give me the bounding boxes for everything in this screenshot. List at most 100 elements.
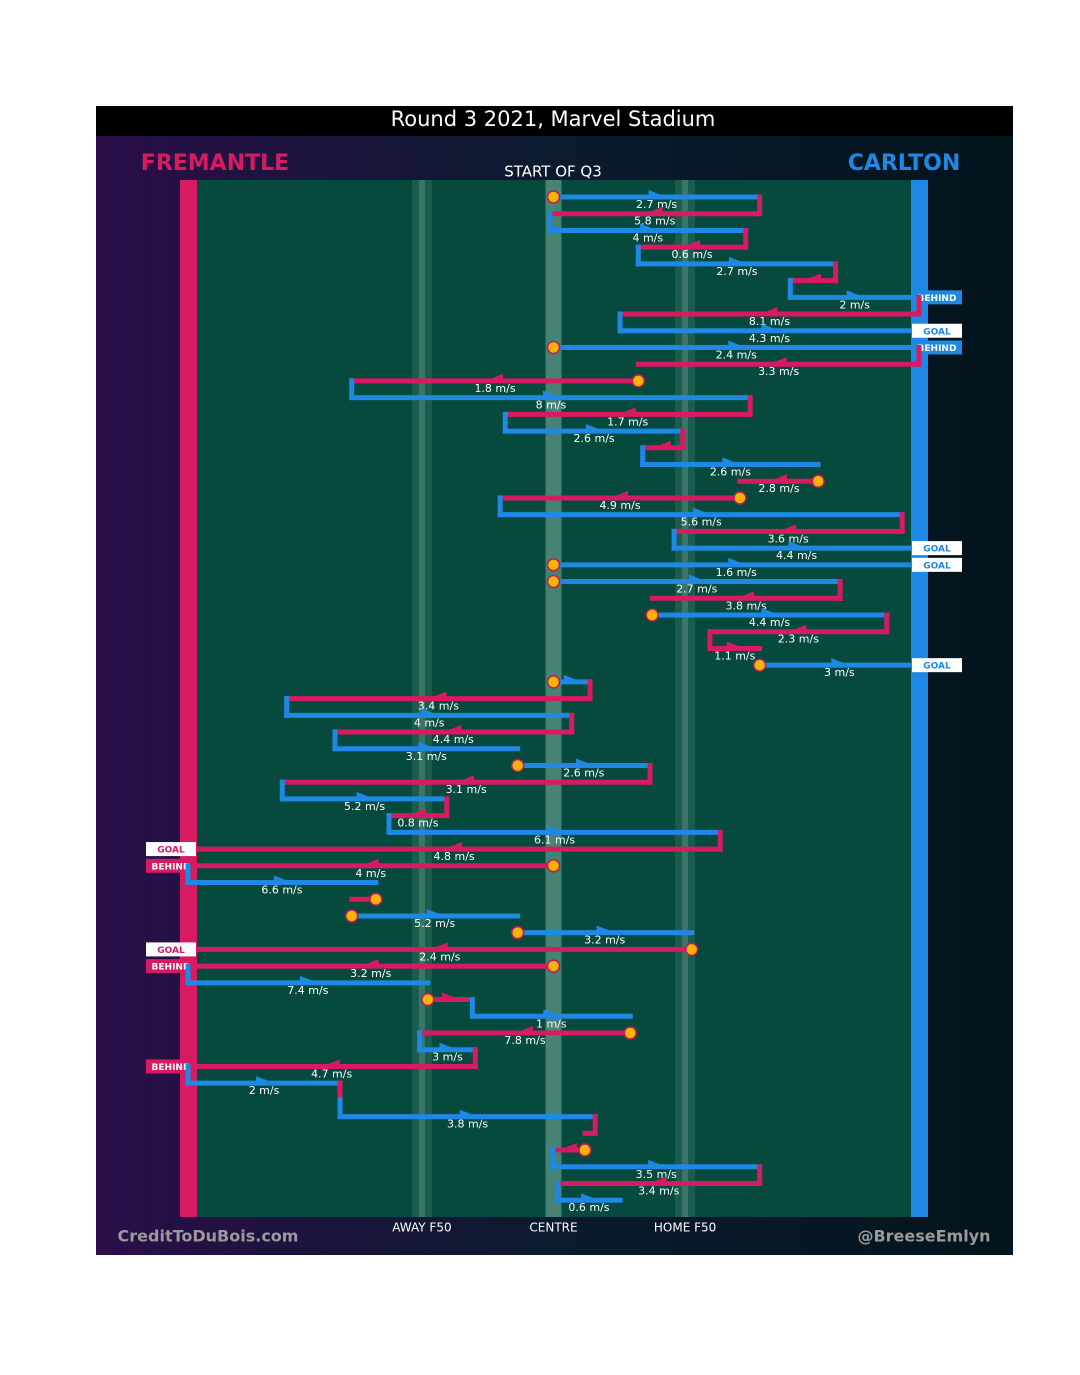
speed-label: 3.1 m/s: [406, 750, 447, 763]
speed-label: 4 m/s: [355, 867, 386, 880]
direction-arrow: [759, 307, 778, 317]
goal-post: [180, 180, 197, 1217]
direction-arrow: [648, 1159, 667, 1169]
direction-arrow: [514, 1026, 533, 1035]
direction-arrow: [439, 1042, 458, 1052]
outcome-label: BEHIND: [152, 1063, 191, 1073]
x-tick-label: AWAY F50: [392, 1221, 451, 1235]
x-tick-label: CENTRE: [529, 1221, 577, 1235]
outcome-label: BEHIND: [152, 862, 191, 872]
chart-title: Round 3 2021, Marvel Stadium: [391, 107, 716, 131]
outcome-label: GOAL: [923, 545, 951, 555]
direction-arrow: [596, 925, 615, 935]
speed-label: 1.1 m/s: [714, 649, 755, 662]
outcome-label: GOAL: [157, 946, 185, 956]
speed-label: 3.6 m/s: [768, 532, 809, 545]
x-tick-label: HOME F50: [654, 1221, 716, 1235]
speed-label: 2 m/s: [839, 298, 870, 311]
speed-label: 2.6 m/s: [563, 766, 604, 779]
outcome-box: [912, 340, 962, 355]
stoppage-marker: [546, 675, 561, 689]
speed-label: 3.1 m/s: [446, 783, 487, 796]
stoppage-marker: [752, 658, 767, 672]
stoppage-marker: [811, 474, 825, 488]
direction-arrow: [788, 541, 807, 551]
speed-label: 2.4 m/s: [716, 348, 757, 361]
outcome-label: GOAL: [923, 561, 951, 571]
direction-arrow: [648, 1176, 667, 1186]
speed-label: 1.7 m/s: [607, 415, 648, 428]
stoppage-marker: [546, 574, 561, 589]
direction-arrow: [443, 725, 462, 735]
speed-label: 7.4 m/s: [287, 984, 328, 997]
stoppage-marker: [369, 892, 383, 906]
direction-arrow: [722, 457, 741, 467]
speed-label: 8.1 m/s: [749, 315, 790, 328]
speed-label: 3 m/s: [824, 666, 855, 679]
speed-label: 0.6 m/s: [671, 248, 712, 261]
outcome-box: [912, 557, 962, 572]
direction-arrow: [728, 340, 747, 350]
direction-arrow: [418, 741, 437, 751]
speed-label: 4.3 m/s: [749, 332, 790, 345]
direction-arrow: [273, 875, 292, 885]
speed-label: 4.7 m/s: [311, 1067, 352, 1080]
direction-arrow: [693, 507, 712, 517]
speed-label: 3.2 m/s: [584, 934, 625, 947]
outcome-label: GOAL: [923, 327, 951, 337]
speed-label: 5.2 m/s: [344, 800, 385, 813]
direction-arrow: [426, 908, 445, 918]
speed-label: 4.4 m/s: [776, 549, 817, 562]
speed-label: 6.1 m/s: [534, 833, 575, 846]
stoppage-marker: [546, 959, 561, 973]
direction-arrow: [788, 624, 807, 634]
outcome-label: GOAL: [157, 846, 185, 856]
outcome-label: GOAL: [923, 662, 951, 672]
speed-label: 4 m/s: [414, 716, 445, 729]
direction-arrow: [321, 1059, 340, 1069]
outcome-box: [146, 842, 196, 857]
direction-arrow: [736, 591, 755, 601]
speed-label: 7.8 m/s: [504, 1034, 545, 1047]
speed-label: 3.8 m/s: [726, 599, 767, 612]
title-band: [96, 106, 1013, 136]
stoppage-marker: [421, 992, 435, 1007]
stoppage-marker: [510, 758, 525, 773]
outcome-box: [912, 658, 962, 673]
speed-label: 0.8 m/s: [397, 817, 438, 830]
speed-label: 3.3 m/s: [758, 365, 799, 378]
speed-label: 3.4 m/s: [418, 700, 459, 713]
direction-arrow: [617, 407, 636, 417]
outcome-box: [146, 959, 196, 974]
stoppage-marker: [645, 608, 659, 622]
stoppage-marker: [344, 909, 359, 923]
credit: CreditToDuBois.com: [118, 1227, 299, 1246]
direction-arrow: [728, 256, 747, 266]
speed-label: 5.6 m/s: [681, 516, 722, 529]
speed-label: 5.2 m/s: [414, 917, 455, 930]
speed-label: 1.8 m/s: [474, 382, 515, 395]
direction-arrow: [610, 490, 629, 500]
stoppage-marker: [684, 942, 699, 957]
direction-arrow: [831, 658, 850, 668]
speed-label: 2.8 m/s: [758, 482, 799, 495]
credit: @BreeseEmlyn: [857, 1227, 990, 1246]
speed-label: 3.8 m/s: [447, 1118, 488, 1131]
outcome-box: [912, 541, 962, 556]
outcome-box: [146, 1059, 196, 1074]
speed-label: 0.6 m/s: [568, 1201, 609, 1214]
stoppage-marker: [546, 558, 561, 572]
direction-arrow: [563, 674, 582, 684]
direction-arrow: [542, 390, 561, 400]
speed-label: 2.6 m/s: [710, 466, 751, 479]
goal-post: [911, 180, 928, 1217]
speed-label: 4.4 m/s: [749, 616, 790, 629]
direction-arrow: [459, 1109, 478, 1119]
direction-arrow: [407, 808, 426, 818]
outcome-label: BEHIND: [918, 344, 957, 354]
stoppage-marker: [546, 859, 561, 873]
direction-arrow: [728, 557, 747, 567]
speed-label: 6.6 m/s: [261, 884, 302, 897]
